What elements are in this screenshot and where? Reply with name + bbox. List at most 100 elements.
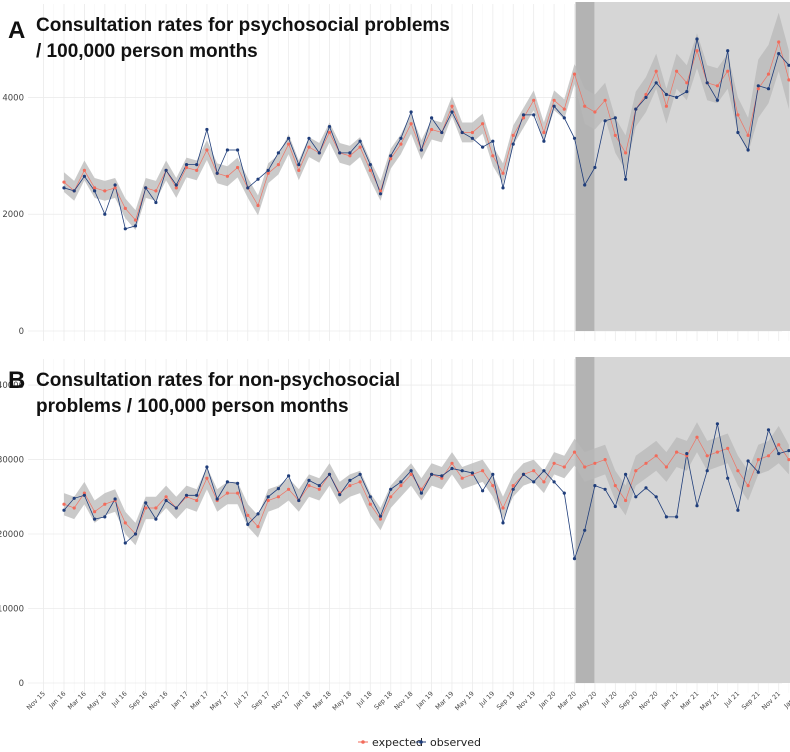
panel-b-observed-point [287, 474, 291, 478]
panel-b-chart: 0 10000 20000 30000 40000 B Consultation rat… [0, 357, 790, 693]
panel-a-observed-point [532, 113, 536, 117]
x-tick-label: May 21 [698, 690, 720, 712]
panel-b-expected-point [62, 502, 66, 506]
panel-a-observed-point [777, 52, 781, 56]
panel-a-expected-point [593, 110, 597, 114]
panel-b-shaded-regions [575, 357, 790, 683]
panel-a-pandemic-region [582, 2, 790, 331]
panel-a-expected-point [82, 168, 86, 172]
panel-a-expected-point [113, 186, 117, 190]
panel-a-observed-point [460, 130, 464, 135]
panel-b-expected-point [93, 510, 97, 514]
panel-a-observed-point [317, 151, 321, 155]
panel-a-observed-point [593, 165, 597, 170]
panel-a-expected-point [256, 203, 260, 208]
panel-b-expected-point [287, 487, 291, 491]
panel-b-observed-point [746, 459, 750, 463]
panel-b-observed-point [664, 515, 669, 519]
panel-a-expected-point [685, 81, 689, 85]
panel-b-observed-line [63, 423, 790, 559]
panel-b-y-tick-label: 20000 [0, 530, 24, 540]
panel-a-expected-point [62, 180, 66, 184]
panel-a-expected-point [154, 189, 158, 193]
panel-b-expected-point [225, 491, 229, 495]
panel-a-observed-point [154, 200, 158, 205]
x-tick-label: Mar 20 [556, 690, 578, 712]
panel-b-expected-point [664, 465, 669, 469]
panel-a-observed-point [736, 130, 740, 135]
x-tick-label: Mar 21 [679, 690, 701, 712]
panel-b-observed-point [184, 493, 189, 497]
panel-b-expected-point [368, 502, 372, 506]
panel-a-observed-point [164, 168, 168, 172]
panel-a-expected-point [470, 130, 474, 135]
panel-a-observed-point [236, 148, 240, 152]
panel-a-observed-point [307, 136, 311, 140]
x-tick-label: Nov 21 [760, 690, 782, 712]
panel-b-observed-point [705, 469, 709, 473]
panel-a-observed-point [746, 148, 750, 152]
panel-b-expected-point [746, 484, 750, 488]
panel-b-observed-point [133, 532, 138, 536]
panel-b-expected-point [562, 465, 566, 469]
panel-b-observed-point [715, 422, 720, 426]
x-tick-label: Mar 18 [311, 690, 333, 712]
panel-a-observed-point [685, 90, 689, 94]
panel-b-expected-point [532, 469, 536, 473]
panel-a-expected-point [562, 107, 566, 111]
panel-a-observed-point [481, 145, 485, 149]
panel-a-observed-point [297, 163, 301, 167]
panel-b-observed-point [246, 522, 250, 527]
panel-b-observed-point [276, 487, 280, 491]
panel-a-observed-point [491, 139, 495, 143]
panel-a-expected-point [756, 87, 760, 91]
panel-b-expected-point [542, 480, 546, 484]
panel-b-observed-point [675, 515, 679, 519]
panel-a-lockdown-region [575, 2, 595, 331]
panel-a-expected-point [93, 186, 97, 190]
panel-a-expected-point [450, 104, 454, 108]
panel-b-expected-point [685, 454, 689, 458]
panel-b-observed-point [501, 521, 505, 525]
panel-b-expected-point [675, 450, 679, 454]
panel-a-y-axis: 0 2000 4000 [2, 93, 24, 337]
panel-a-expected-point [736, 113, 740, 117]
panel-b-expected-point [613, 484, 617, 488]
panel-b-expected-point [787, 458, 790, 462]
panel-a-expected-point [787, 78, 790, 82]
panel-b-observed-point [766, 428, 771, 432]
panel-b-observed-point [654, 495, 658, 499]
legend-item-expected: expected [358, 736, 423, 749]
panel-b-observed-point [756, 470, 760, 474]
panel-a-expected-point [225, 174, 229, 178]
panel-a-expected-point [695, 49, 699, 53]
panel-a-expected-point [368, 168, 372, 172]
panel-a-observed-point [123, 227, 127, 231]
panel-b-expected-point [123, 521, 127, 525]
panel-b-expected-point [654, 454, 658, 458]
panel-b-expected-point [317, 487, 321, 491]
x-tick-label: May 18 [331, 690, 353, 712]
panel-a-observed-point [644, 95, 648, 99]
panel-b-observed-point [644, 486, 648, 490]
panel-a-observed-point [389, 154, 393, 158]
panel-a-observed-point [695, 37, 699, 41]
panel-b-observed-point [450, 466, 454, 471]
legend-observed-marker [419, 740, 423, 744]
panel-b-observed-point [460, 469, 464, 473]
panel-a-observed-point [450, 110, 454, 114]
panel-a-expected-point [624, 151, 628, 155]
panel-a-observed-point [72, 189, 76, 193]
panel-a-observed-line [63, 38, 790, 230]
panel-a-lines [63, 38, 790, 230]
panel-a-observed-point [93, 189, 97, 193]
panel-b-observed-point [358, 472, 362, 476]
x-tick-label: Nov 19 [515, 690, 537, 712]
panel-a-observed-point [276, 151, 280, 155]
panel-a-expected-point [266, 171, 270, 175]
panel-a-expected-point [205, 148, 209, 152]
x-tick-label: May 19 [453, 690, 475, 712]
panel-b-letter: B [8, 367, 25, 394]
panel-b-observed-point [481, 489, 485, 493]
